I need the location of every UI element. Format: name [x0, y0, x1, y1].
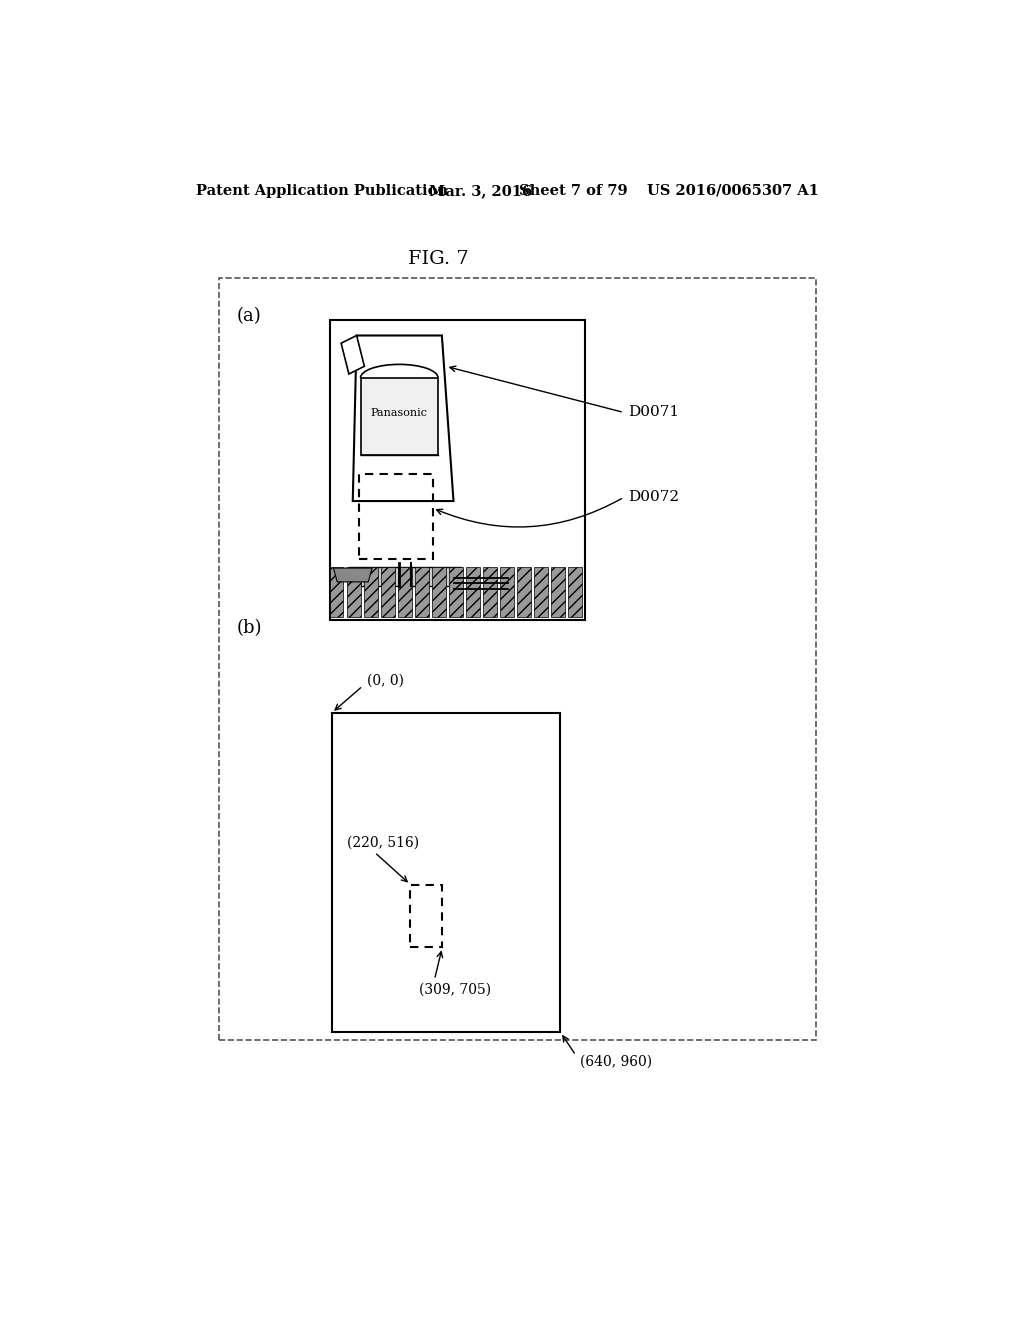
Text: Sheet 7 of 79: Sheet 7 of 79: [519, 183, 628, 198]
Text: US 2016/0065307 A1: US 2016/0065307 A1: [647, 183, 819, 198]
Polygon shape: [349, 566, 461, 586]
Bar: [381, 566, 394, 616]
Text: (640, 960): (640, 960): [580, 1055, 652, 1069]
Text: (309, 705): (309, 705): [419, 983, 492, 997]
Bar: [415, 566, 429, 616]
Bar: [332, 713, 560, 1032]
Bar: [483, 566, 497, 616]
Text: (a): (a): [237, 308, 261, 325]
Bar: [568, 566, 583, 616]
Bar: [551, 566, 565, 616]
Bar: [432, 566, 445, 616]
Text: (b): (b): [237, 619, 262, 638]
Bar: [219, 277, 816, 1040]
Text: (220, 516): (220, 516): [347, 836, 420, 849]
Bar: [535, 566, 548, 616]
Bar: [517, 566, 531, 616]
Text: Panasonic: Panasonic: [371, 408, 428, 417]
Bar: [359, 474, 432, 558]
Text: FIG. 7: FIG. 7: [408, 249, 468, 268]
Text: D0072: D0072: [628, 490, 679, 504]
Polygon shape: [352, 335, 454, 502]
Text: D0071: D0071: [628, 405, 679, 420]
Text: Patent Application Publication: Patent Application Publication: [197, 183, 449, 198]
Polygon shape: [341, 335, 365, 374]
Text: (0, 0): (0, 0): [367, 673, 403, 688]
Bar: [466, 566, 480, 616]
Bar: [411, 884, 442, 948]
Bar: [397, 566, 412, 616]
Bar: [346, 566, 360, 616]
Bar: [449, 566, 463, 616]
Text: Mar. 3, 2016: Mar. 3, 2016: [429, 183, 531, 198]
Bar: [330, 321, 586, 620]
Bar: [500, 566, 514, 616]
Bar: [330, 566, 343, 616]
Polygon shape: [334, 568, 372, 582]
Bar: [364, 566, 378, 616]
Bar: [360, 378, 438, 455]
